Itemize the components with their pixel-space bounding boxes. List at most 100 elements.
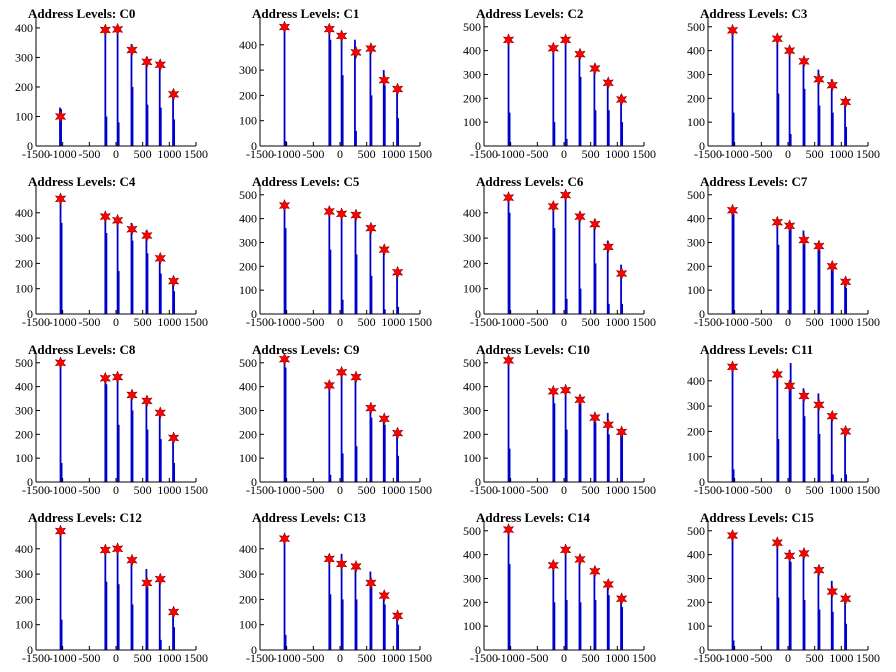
- histogram-bar: [789, 228, 792, 314]
- y-tick-label: 400: [239, 380, 257, 394]
- chart-title: Address Levels: C9: [252, 342, 360, 357]
- histogram-bar: [789, 561, 792, 650]
- peak-star-marker: [813, 239, 825, 253]
- histogram-bar: [593, 68, 596, 146]
- y-tick-label: 500: [687, 524, 705, 538]
- chart-svg-11: Address Levels: C11 0 100 200 300 400 -1500-10…: [687, 342, 880, 497]
- x-tick-label: 1500: [856, 147, 880, 161]
- histogram-bar: [802, 552, 805, 650]
- chart-svg-15: Address Levels: C15 0 100 200 300 400 500 -1500…: [687, 510, 880, 665]
- histogram-bar: [777, 597, 780, 650]
- x-tick-label: -1000: [49, 483, 77, 497]
- peak-star-marker: [574, 393, 586, 407]
- x-tick-label: -1000: [273, 651, 301, 665]
- peak-star-marker: [141, 394, 153, 408]
- x-tick-label: -1000: [273, 483, 301, 497]
- peak-star-marker: [502, 353, 515, 368]
- peak-star-marker: [323, 552, 336, 566]
- x-tick-label: 0: [785, 483, 791, 497]
- peak-star-marker: [154, 572, 167, 586]
- x-tick-label: 1500: [632, 651, 656, 665]
- y-tick-label: 200: [15, 427, 33, 441]
- x-tick-label: 500: [582, 147, 600, 161]
- histogram-bar: [105, 116, 108, 146]
- peak-star-marker: [167, 431, 180, 445]
- histogram-bar: [776, 222, 779, 314]
- histogram-bar: [369, 405, 372, 482]
- y-tick-label: 0: [475, 475, 481, 489]
- histogram-bar: [788, 224, 791, 314]
- peak-star-marker: [547, 41, 560, 55]
- peak-star-marker: [126, 222, 138, 236]
- x-tick-label: 0: [337, 651, 343, 665]
- histogram-bar: [341, 299, 344, 314]
- histogram-bar: [370, 95, 373, 146]
- x-tick-label: 1000: [829, 651, 853, 665]
- peak-star-marker: [167, 87, 180, 102]
- peak-star-marker: [547, 384, 560, 399]
- histogram-bar: [130, 44, 133, 146]
- histogram-bar: [553, 403, 556, 482]
- x-tick-label: -1500: [246, 651, 274, 665]
- peak-star-marker: [783, 43, 796, 58]
- peak-star-marker: [335, 557, 348, 571]
- histogram-bar: [731, 366, 734, 482]
- peak-star-marker: [350, 559, 362, 574]
- peak-star-marker: [350, 370, 362, 384]
- chart-title: Address Levels: C5: [252, 174, 360, 189]
- histogram-bar: [329, 39, 332, 146]
- histogram-bar: [830, 580, 833, 650]
- chart-title: Address Levels: C10: [476, 342, 590, 357]
- y-tick-label: 500: [463, 20, 481, 34]
- histogram-bar: [593, 222, 596, 314]
- histogram-bar: [172, 89, 174, 146]
- chart-panel-1: Address Levels: C1 0 100 200 300 400 -1500 -100…: [224, 0, 448, 168]
- histogram-bar: [146, 104, 149, 146]
- y-tick-label: 300: [687, 235, 705, 249]
- histogram-bar: [578, 397, 581, 482]
- histogram-bar: [382, 247, 385, 314]
- peak-star-marker: [167, 605, 180, 619]
- histogram-bar: [777, 438, 780, 482]
- x-tick-label: -1500: [694, 651, 722, 665]
- y-tick-label: 0: [27, 643, 33, 657]
- histogram-bar: [845, 623, 848, 650]
- x-tick-label: 0: [785, 147, 791, 161]
- histogram-bar: [789, 134, 792, 146]
- y-tick-label: 500: [239, 356, 257, 370]
- x-tick-label: -500: [526, 483, 548, 497]
- y-tick-label: 200: [239, 88, 257, 102]
- peak-star-marker: [589, 410, 601, 425]
- peak-star-marker: [54, 192, 67, 206]
- histogram-bar: [396, 89, 398, 146]
- histogram-bar: [776, 38, 779, 146]
- histogram-bar: [104, 29, 107, 146]
- y-tick-label: 0: [251, 307, 257, 321]
- x-tick-label: -1500: [694, 315, 722, 329]
- histogram-bar: [396, 271, 398, 314]
- histogram-bar: [383, 424, 386, 482]
- y-tick-label: 0: [475, 139, 481, 153]
- x-tick-label: 1500: [632, 483, 656, 497]
- peak-star-marker: [278, 198, 291, 213]
- histogram-bar: [283, 538, 286, 650]
- histogram-bar: [732, 469, 735, 482]
- peak-star-marker: [54, 356, 67, 370]
- y-tick-label: 100: [687, 450, 705, 464]
- histogram-bar: [354, 563, 357, 650]
- peak-star-marker: [54, 524, 67, 538]
- x-tick-label: 500: [806, 315, 824, 329]
- chart-title: Address Levels: C3: [700, 6, 808, 21]
- x-tick-label: -500: [302, 651, 324, 665]
- histogram-bar: [844, 280, 846, 314]
- x-tick-label: -500: [78, 315, 100, 329]
- peak-star-marker: [726, 528, 739, 543]
- peak-star-marker: [726, 23, 739, 38]
- x-tick-label: -500: [302, 147, 324, 161]
- histogram-bar: [844, 597, 846, 650]
- histogram-bar: [146, 253, 149, 314]
- histogram-bar: [620, 264, 622, 314]
- chart-svg-6: Address Levels: C6 0 100 200 300 400 -1500-100…: [463, 174, 656, 329]
- peak-star-marker: [502, 33, 515, 47]
- histogram-bar: [340, 553, 343, 650]
